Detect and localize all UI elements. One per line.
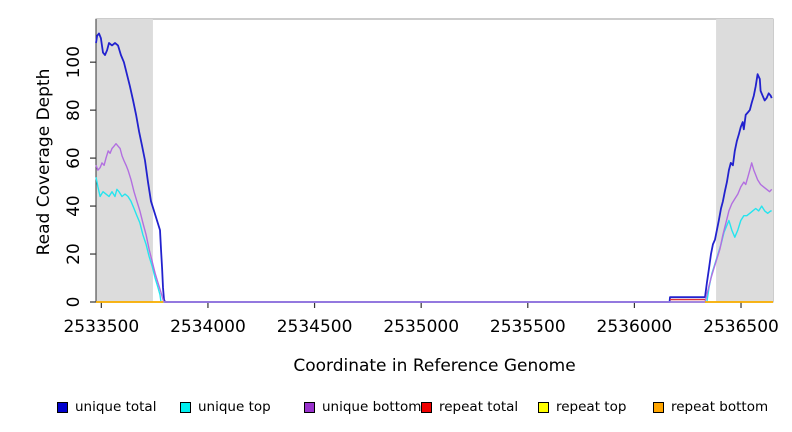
legend-label: unique bottom [322, 399, 422, 415]
y-tick-label: 0 [64, 297, 84, 308]
x-tick-label: 2534000 [170, 317, 246, 337]
series-unique-total [95, 32, 773, 303]
legend-item-unique-top: unique top [180, 398, 271, 416]
y-axis-title: Read Coverage Depth [34, 68, 54, 256]
legend-label: unique total [75, 399, 157, 415]
legend-item-unique-bottom: unique bottom [304, 398, 421, 416]
legend-label: repeat bottom [671, 399, 769, 415]
legend-swatch-icon [421, 401, 432, 413]
x-tick-label: 2535000 [383, 317, 459, 337]
x-tick-label: 2536000 [597, 317, 673, 337]
x-axis-title: Coordinate in Reference Genome [293, 356, 576, 376]
repeat-region-right [716, 19, 773, 302]
y-tick-label: 20 [64, 243, 84, 265]
y-tick-label: 40 [64, 195, 84, 217]
legend-label: repeat total [439, 399, 519, 415]
series-unique-top [95, 177, 772, 303]
legend: unique total unique top unique bottom repea… [0, 398, 792, 420]
y-tick-label: 80 [64, 99, 84, 121]
legend-item-repeat-bottom: repeat bottom [653, 398, 768, 416]
plot-box [95, 18, 774, 303]
y-tick-label: 60 [64, 147, 84, 169]
legend-item-repeat-total: repeat total [421, 398, 518, 416]
legend-swatch-icon [304, 401, 315, 413]
legend-swatch-icon [538, 401, 549, 413]
coverage-chart-canvas: 2533500 2534000 2534500 2535000 2535500 25360… [63, 18, 779, 337]
x-tick-label: 2536500 [703, 317, 779, 337]
x-tick-label: 2533500 [63, 317, 139, 337]
legend-swatch-icon [57, 401, 68, 413]
legend-swatch-icon [180, 401, 191, 413]
y-tick-label: 100 [64, 46, 84, 78]
legend-label: unique top [198, 399, 271, 415]
series-unique-bottom [95, 142, 773, 303]
legend-swatch-icon [653, 401, 664, 413]
x-tick-label: 2534500 [277, 317, 353, 337]
legend-item-unique-total: unique total [57, 398, 156, 416]
x-tick-label: 2535500 [490, 317, 566, 337]
legend-item-repeat-top: repeat top [538, 398, 626, 416]
legend-label: repeat top [556, 399, 627, 415]
